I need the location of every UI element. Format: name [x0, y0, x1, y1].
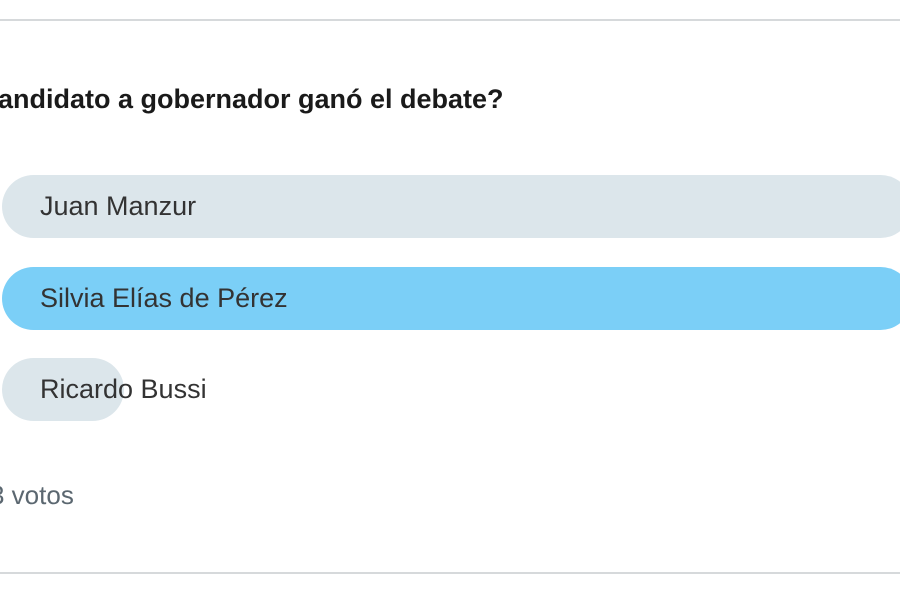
option-label[interactable]: Silvia Elías de Pérez — [40, 283, 288, 313]
option-bar — [2, 358, 124, 421]
vote-count: 3 votos — [0, 480, 74, 510]
option-label[interactable]: Ricardo Bussi — [40, 374, 207, 404]
poll-question: andidato a gobernador ganó el debate? — [0, 84, 504, 114]
option-bar — [2, 175, 900, 238]
divider — [0, 572, 900, 574]
option-label[interactable]: Juan Manzur — [40, 191, 197, 221]
divider — [0, 19, 900, 21]
option-bar — [2, 267, 900, 330]
